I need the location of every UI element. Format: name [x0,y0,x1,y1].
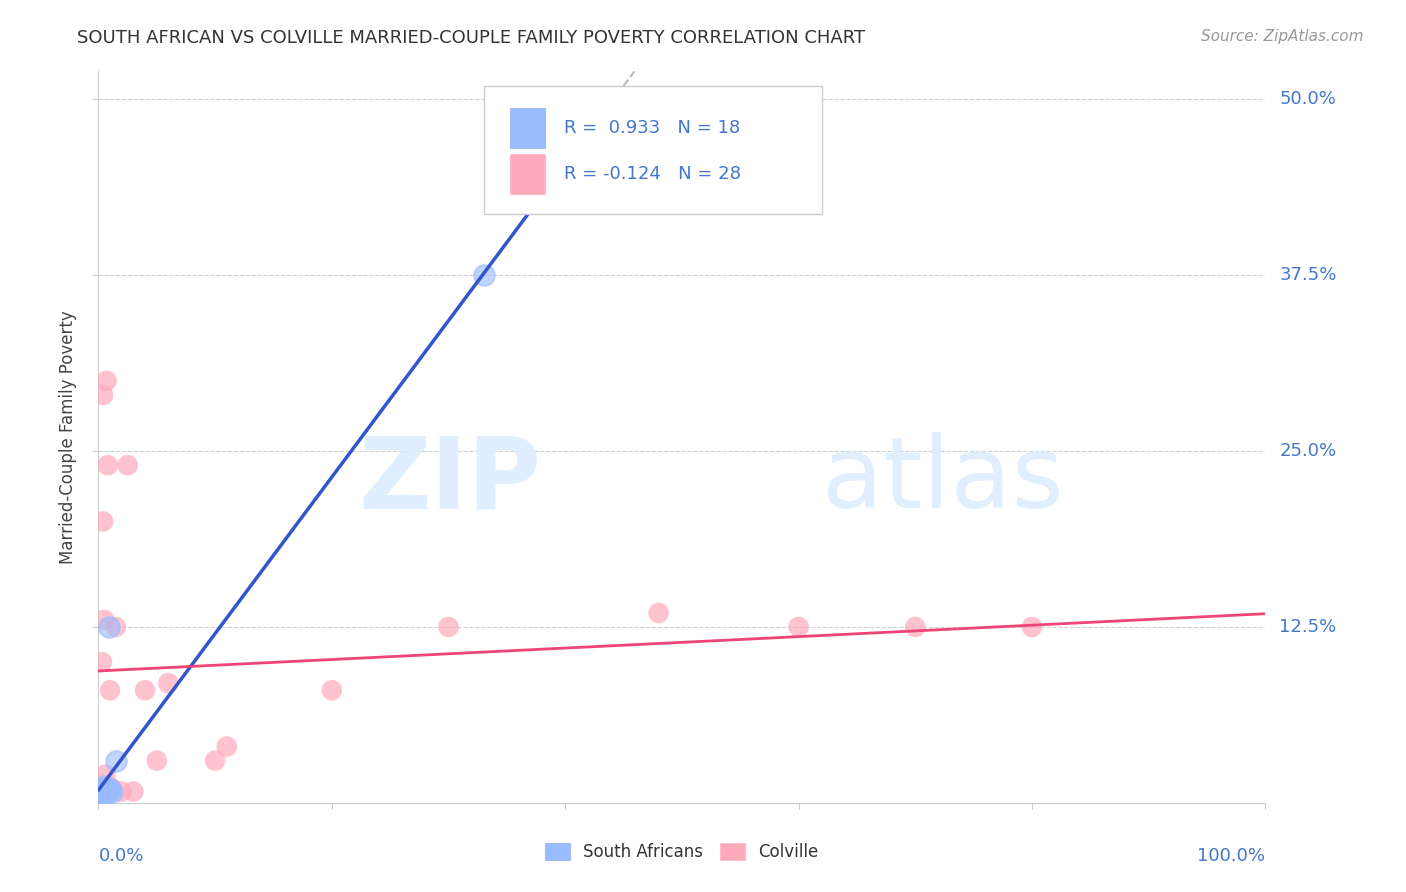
Point [96,374,118,388]
Point [91,789,114,803]
Point [91,783,114,797]
Point [146,754,169,768]
Legend: South Africans, Colville: South Africans, Colville [538,836,825,868]
Text: 100.0%: 100.0% [1198,847,1265,865]
Text: atlas: atlas [823,433,1063,530]
Point [90,784,112,798]
Text: Source: ZipAtlas.com: Source: ZipAtlas.com [1201,29,1364,44]
Point [122,784,145,798]
Point [787,620,810,634]
Point [111,784,134,798]
Text: R =  0.933   N = 18: R = 0.933 N = 18 [564,119,741,136]
Text: ZIP: ZIP [359,433,541,530]
Point [101,784,124,798]
Text: 50.0%: 50.0% [1279,90,1336,109]
Point [90,791,112,805]
Point [104,754,127,768]
Point [134,683,156,698]
Point [157,676,180,690]
Point [90,788,112,802]
Point [94,784,117,798]
Point [90,781,112,796]
Point [215,739,238,754]
Point [91,515,114,529]
Text: 12.5%: 12.5% [1279,618,1337,636]
Point [472,268,495,283]
Point [90,784,112,798]
Point [93,779,115,793]
Point [97,784,120,798]
Point [89,793,111,807]
Point [321,683,343,698]
Point [98,781,121,796]
Text: SOUTH AFRICAN VS COLVILLE MARRIED-COUPLE FAMILY POVERTY CORRELATION CHART: SOUTH AFRICAN VS COLVILLE MARRIED-COUPLE… [77,29,866,46]
Text: 25.0%: 25.0% [1279,442,1337,460]
Point [97,620,120,634]
Text: R = -0.124   N = 28: R = -0.124 N = 28 [564,165,741,183]
Point [89,781,111,796]
Point [94,767,117,781]
Point [93,613,115,627]
Point [104,620,127,634]
Point [90,655,112,669]
Point [204,754,226,768]
Point [96,781,118,796]
Point [97,779,120,793]
Point [101,781,124,796]
Point [1021,620,1043,634]
Point [90,790,112,805]
Point [437,620,460,634]
FancyBboxPatch shape [510,108,546,148]
Point [647,606,669,620]
Text: 37.5%: 37.5% [1279,267,1337,285]
Point [904,620,927,634]
FancyBboxPatch shape [510,153,546,194]
Text: 0.0%: 0.0% [98,847,143,865]
FancyBboxPatch shape [484,86,823,214]
Point [91,388,114,402]
Point [117,458,139,473]
Point [93,786,115,800]
Point [98,683,121,698]
Point [90,781,112,796]
Point [97,458,120,473]
Y-axis label: Married-Couple Family Poverty: Married-Couple Family Poverty [59,310,77,564]
